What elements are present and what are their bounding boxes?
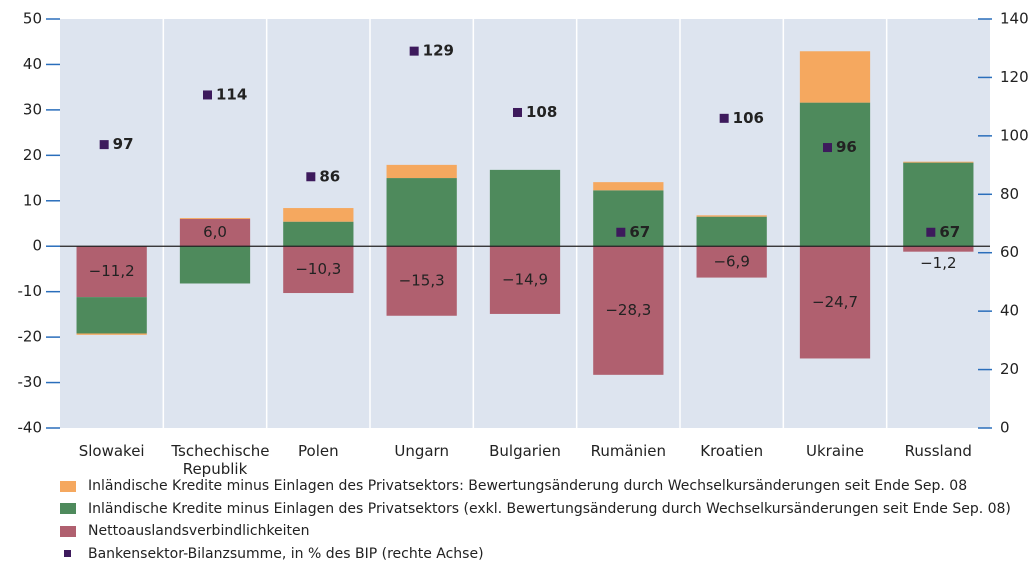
x-tick-label: Russland bbox=[904, 442, 972, 460]
bar-segment bbox=[593, 190, 664, 247]
scatter-point bbox=[203, 90, 212, 100]
bar-segment bbox=[179, 218, 251, 219]
bar-segment bbox=[696, 215, 767, 217]
y2-tick-label: 100 bbox=[1000, 126, 1029, 144]
x-tick-label: Tschechische Republik bbox=[171, 442, 270, 478]
y-tick-label: 20 bbox=[23, 146, 42, 164]
value-label: −28,3 bbox=[605, 301, 651, 319]
y2-tick-label: 40 bbox=[1000, 302, 1019, 320]
bar-segment bbox=[76, 297, 147, 334]
bar-segment bbox=[593, 246, 664, 375]
value-label: −15,3 bbox=[399, 271, 445, 289]
y2-tick-label: 120 bbox=[1000, 68, 1029, 86]
scatter-label: 106 bbox=[733, 109, 764, 127]
scatter-point bbox=[99, 140, 109, 150]
y-tick-label: 10 bbox=[23, 191, 42, 209]
scatter-label: 108 bbox=[526, 103, 557, 121]
scatter-point bbox=[926, 227, 936, 237]
y-tick-label: -10 bbox=[18, 282, 43, 300]
scatter-label: 129 bbox=[423, 42, 454, 60]
bar-segment bbox=[696, 246, 767, 278]
y-tick-label: 30 bbox=[23, 100, 42, 118]
y-tick-label: -30 bbox=[18, 373, 43, 391]
x-tick-label: Polen bbox=[298, 442, 339, 460]
y-tick-label: -20 bbox=[18, 328, 43, 346]
bar-segment bbox=[489, 246, 561, 314]
scatter-label: 86 bbox=[319, 167, 340, 185]
chart: -40 -30 -20 -10 0 10 20 30 40 50 0 20 40 60 80 100 120 14… bbox=[18, 10, 1029, 437]
scatter-point bbox=[513, 107, 522, 117]
legend-item: Inländische Kredite minus Einlagen des P… bbox=[60, 501, 1011, 517]
scatter-point bbox=[616, 227, 626, 237]
bar-segment bbox=[283, 208, 354, 222]
bar-segment bbox=[283, 246, 354, 294]
legend-label: Bankensektor-Bilanzsumme, in % des BIP (… bbox=[88, 545, 484, 562]
legend-label: Inländische Kredite minus Einlagen des P… bbox=[88, 500, 1011, 517]
bar-segment bbox=[489, 169, 561, 247]
scatter-label: 96 bbox=[836, 138, 857, 156]
bar-segment bbox=[76, 333, 147, 335]
value-label: −6,9 bbox=[713, 252, 749, 270]
x-tick-label: Slowakei bbox=[78, 442, 145, 460]
value-label: −10,3 bbox=[295, 260, 341, 278]
value-label: −11,2 bbox=[89, 262, 135, 280]
scatter-point bbox=[823, 143, 832, 153]
bar-segment bbox=[76, 246, 147, 298]
bar-segment bbox=[386, 178, 457, 247]
legend-item: Nettoauslandsverbindlichkeiten bbox=[60, 523, 310, 539]
x-tick-label: Bulgarien bbox=[489, 442, 561, 460]
legend-swatch bbox=[60, 503, 76, 514]
y2-tick-label: 20 bbox=[1000, 360, 1019, 378]
bar-segment bbox=[799, 246, 871, 359]
y-tick-label: 0 bbox=[32, 237, 42, 255]
value-label: −14,9 bbox=[502, 271, 548, 289]
value-label: −1,2 bbox=[920, 254, 956, 272]
y2-tick-label: 80 bbox=[1000, 185, 1019, 203]
bar-segment bbox=[593, 182, 664, 191]
legend-swatch bbox=[60, 525, 76, 537]
bar-segment bbox=[903, 162, 974, 247]
bar-segment bbox=[799, 51, 871, 103]
y-tick-label: -40 bbox=[18, 419, 43, 437]
bar-segment bbox=[696, 216, 767, 247]
bar-segment bbox=[179, 218, 251, 247]
y2-tick-label: 60 bbox=[1000, 243, 1019, 261]
bar-segment bbox=[386, 246, 457, 316]
scatter-label: 67 bbox=[629, 223, 650, 241]
y2-tick-label: 140 bbox=[1000, 10, 1029, 28]
scatter-point bbox=[306, 172, 316, 182]
bar-segment bbox=[179, 246, 251, 284]
bar-segment bbox=[799, 102, 871, 247]
legend-item: Inländische Kredite minus Einlagen des P… bbox=[60, 478, 967, 494]
legend-item: Bankensektor-Bilanzsumme, in % des BIP (… bbox=[60, 546, 484, 562]
y-tick-label: 40 bbox=[23, 55, 42, 73]
legend-swatch bbox=[64, 550, 71, 557]
legend-label: Inländische Kredite minus Einlagen des P… bbox=[88, 478, 968, 494]
value-label: −24,7 bbox=[812, 293, 858, 311]
bar-segment bbox=[903, 161, 974, 163]
scatter-point bbox=[409, 46, 419, 56]
legend-swatch bbox=[60, 480, 76, 492]
bar-segment bbox=[283, 221, 354, 247]
legend-label: Nettoauslandsverbindlichkeiten bbox=[88, 523, 310, 539]
x-tick-label: Ukraine bbox=[806, 442, 864, 460]
y2-tick-label: 0 bbox=[1000, 419, 1010, 437]
x-tick-label: Rumänien bbox=[590, 442, 667, 460]
value-label: 6,0 bbox=[203, 223, 227, 241]
scatter-point bbox=[719, 113, 729, 123]
bar-segment bbox=[386, 164, 457, 179]
scatter-label: 67 bbox=[939, 223, 960, 241]
x-tick-label: Kroatien bbox=[700, 442, 764, 460]
scatter-label: 97 bbox=[113, 135, 134, 153]
bar-segment bbox=[903, 246, 974, 252]
y-tick-label: 50 bbox=[23, 10, 42, 28]
x-tick-label: Ungarn bbox=[394, 442, 449, 460]
scatter-label: 114 bbox=[216, 85, 247, 103]
